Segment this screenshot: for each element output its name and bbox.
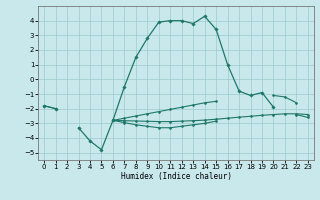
X-axis label: Humidex (Indice chaleur): Humidex (Indice chaleur)	[121, 172, 231, 181]
